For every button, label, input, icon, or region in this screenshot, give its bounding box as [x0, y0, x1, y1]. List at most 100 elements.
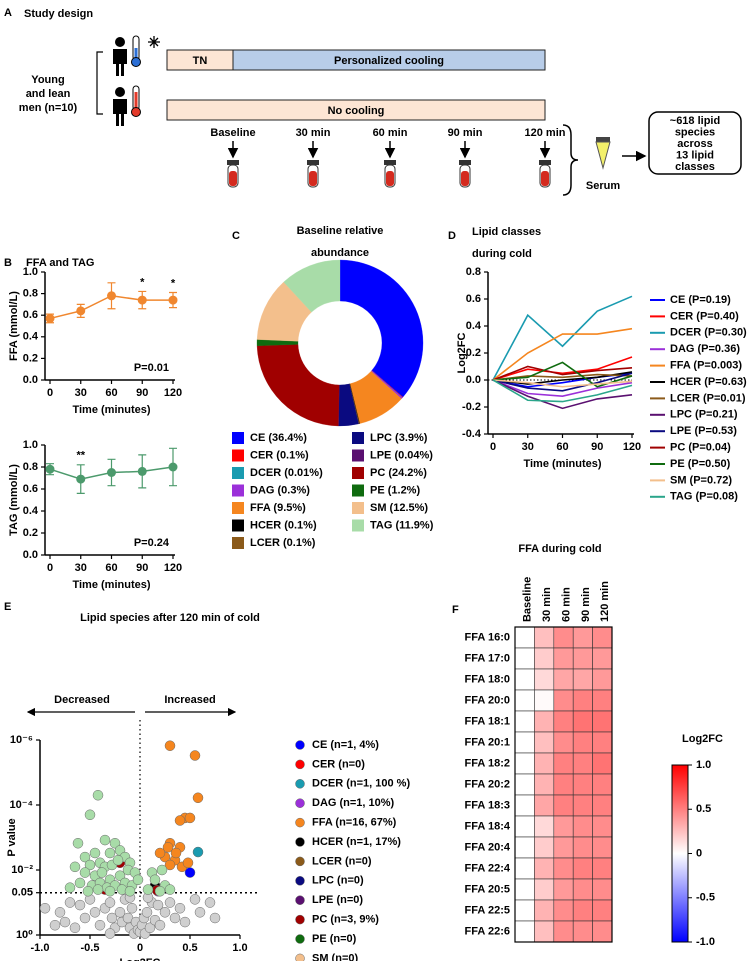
- cell: [553, 878, 574, 901]
- series-line: [492, 295, 633, 381]
- column-label: 90 min: [580, 587, 592, 622]
- x-tick-label: 120: [164, 562, 182, 574]
- cell: [534, 626, 555, 649]
- point: [69, 861, 81, 873]
- tube-blood: [386, 171, 394, 186]
- point: [192, 792, 204, 804]
- point: [159, 907, 171, 918]
- legend-label: LCER (P=0.01): [670, 392, 746, 404]
- legend-label: DAG (P=0.36): [670, 343, 740, 355]
- row-label: FFA 18:2: [465, 757, 510, 769]
- x-tick-label: -1.0: [31, 942, 50, 954]
- cell: [572, 668, 593, 691]
- cell: [553, 815, 574, 838]
- cell: [592, 899, 613, 922]
- cell: [572, 647, 593, 670]
- legend-label: LPE (P=0.53): [670, 425, 737, 437]
- cell: [553, 731, 574, 754]
- legend-label: TAG (P=0.08): [670, 491, 738, 503]
- x-tick-label: 60: [105, 387, 117, 399]
- series-line: [492, 379, 633, 398]
- cell: [534, 794, 555, 817]
- legend-swatch: [352, 484, 364, 497]
- y-tick-label: 0.6: [23, 483, 38, 495]
- legend-label: FFA (P=0.003): [670, 360, 742, 372]
- cell: [514, 647, 535, 670]
- cell: [514, 836, 535, 859]
- significance-mark: *: [171, 277, 176, 289]
- tube-cap: [307, 160, 319, 165]
- subject-label: and lean: [26, 88, 71, 100]
- cell: [534, 836, 555, 859]
- x-tick-label: 90: [136, 562, 148, 574]
- group-label: TN: [193, 55, 208, 67]
- chart-title: Lipid species after 120 min of cold: [80, 612, 260, 624]
- cell: [592, 626, 613, 649]
- cell: [592, 920, 613, 943]
- cell: [514, 710, 535, 733]
- slice: [283, 259, 341, 313]
- point: [54, 907, 66, 918]
- y-tick-label: 10⁰: [16, 929, 33, 941]
- point: [137, 466, 147, 476]
- group-bar: [232, 49, 546, 71]
- cell: [514, 899, 535, 922]
- slice: [339, 259, 424, 398]
- column-label: 60 min: [560, 587, 572, 622]
- legend-label: LCER (n=0): [312, 855, 372, 867]
- legend-swatch: [232, 449, 244, 462]
- x-axis-label: Log2FC: [120, 957, 161, 961]
- x-tick-label: 0.5: [182, 942, 197, 954]
- point: [45, 313, 55, 323]
- colorbar-tick-label: -1.0: [696, 936, 715, 948]
- legend-swatch: [352, 432, 364, 444]
- legend-label: SM (P=0.72): [670, 474, 732, 486]
- colorbar-tick-label: 0.5: [696, 803, 711, 815]
- legend-swatch: [295, 914, 305, 925]
- row-label: FFA 18:1: [465, 715, 510, 727]
- series-line: [492, 379, 633, 410]
- panel-label: F: [452, 604, 459, 616]
- point: [114, 870, 126, 881]
- chart-title: abundance: [311, 247, 369, 259]
- point: [154, 885, 166, 897]
- cell: [553, 899, 574, 922]
- result-label: ~618 lipid: [670, 115, 720, 127]
- point: [99, 834, 111, 846]
- timepoint-label: Baseline: [210, 127, 255, 139]
- point: [92, 789, 104, 801]
- series-line: [492, 327, 633, 381]
- cell: [553, 668, 574, 691]
- result-label: across: [677, 138, 712, 150]
- y-tick-label: 0.0: [23, 549, 38, 561]
- subject-label: men (n=10): [19, 102, 78, 114]
- point: [89, 907, 101, 918]
- series-line: [492, 372, 633, 392]
- panel-label: C: [232, 230, 240, 242]
- y-tick-label: 1.0: [23, 266, 38, 278]
- point: [104, 847, 116, 859]
- point: [164, 740, 176, 751]
- point: [79, 867, 91, 878]
- legend-label: LPC (P=0.21): [670, 409, 738, 421]
- x-tick-label: 120: [164, 387, 182, 399]
- cell: [592, 668, 613, 691]
- legend-label: LPE (0.04%): [370, 449, 433, 461]
- result-label: species: [675, 126, 715, 138]
- legend-label: HCER (P=0.63): [670, 376, 747, 388]
- cell: [572, 710, 593, 733]
- y-tick-label: 10⁻⁶: [10, 734, 33, 746]
- legend-swatch: [295, 817, 305, 828]
- cell: [534, 878, 555, 901]
- point: [169, 912, 181, 924]
- column-label: 30 min: [541, 587, 553, 622]
- legend-label: DCER (n=1, 100 %): [312, 778, 410, 790]
- legend-label: FFA (9.5%): [250, 502, 306, 514]
- point: [89, 847, 101, 859]
- legend-swatch: [295, 856, 305, 867]
- point: [64, 897, 76, 908]
- panel-label: B: [4, 257, 12, 269]
- row-label: FFA 18:0: [465, 673, 510, 685]
- legend-label: HCER (0.1%): [250, 519, 317, 531]
- cell: [534, 647, 555, 670]
